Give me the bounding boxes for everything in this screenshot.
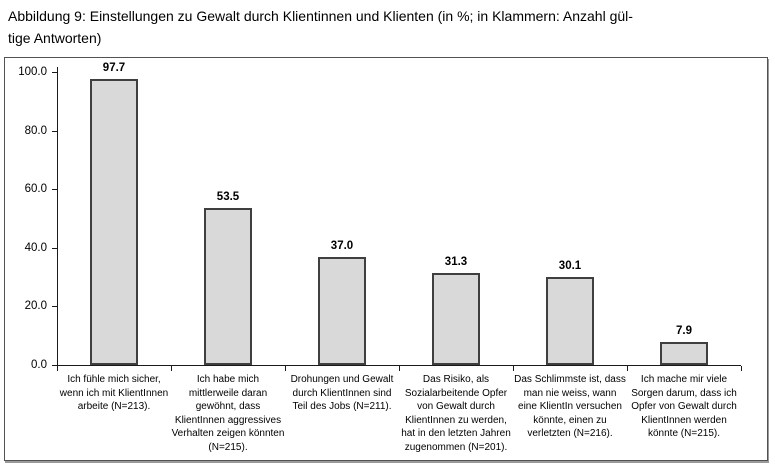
x-axis-line <box>57 365 741 366</box>
bar-2 <box>204 208 252 365</box>
y-axis-tick-label: 60.0 <box>24 183 47 196</box>
x-axis-tick <box>399 366 400 371</box>
figure-caption-line1: Abbildung 9: Einstellungen zu Gewalt dur… <box>8 8 633 24</box>
x-category-label: Das Schlimmste ist, dass man nie weiss, … <box>514 374 626 439</box>
bar-value-label: 97.7 <box>102 61 126 74</box>
x-category-label: Ich fühle mich sicher, wenn ich mit Klie… <box>59 374 169 412</box>
x-axis-tick <box>627 366 628 371</box>
y-axis-tick <box>52 130 57 132</box>
bar-value-label: 30.1 <box>558 259 582 272</box>
y-axis-tick-label: 0.0 <box>31 359 47 371</box>
bar-1 <box>90 78 138 365</box>
y-axis-tick <box>52 306 57 308</box>
chart-frame: 0.0 20.0 40.0 60.0 80.0 100.0 97.7 Ich fühle mi… <box>4 57 768 461</box>
bar-value-label: 37.0 <box>330 239 354 252</box>
x-axis-tick <box>171 366 172 371</box>
bar-value-label: 7.9 <box>676 324 692 337</box>
y-axis-tick-label: 100.0 <box>18 66 47 78</box>
bar-value-label: 31.3 <box>444 256 468 269</box>
x-axis-tick <box>513 366 514 371</box>
bar-3 <box>318 256 366 365</box>
bar-6 <box>660 341 708 365</box>
x-axis-tick <box>285 366 286 371</box>
figure-caption: Abbildung 9: Einstellungen zu Gewalt dur… <box>8 5 768 49</box>
x-category-label: Ich mache mir viele Sorgen darum, dass i… <box>631 374 737 439</box>
y-axis-tick <box>52 72 57 73</box>
y-axis-tick-label: 80.0 <box>24 124 47 137</box>
y-axis-tick <box>52 365 57 366</box>
x-axis-tick <box>741 366 742 371</box>
figure-caption-line2: tige Antworten) <box>8 30 102 46</box>
bar-5 <box>546 276 594 365</box>
y-axis-tick-label: 20.0 <box>24 300 47 313</box>
y-axis-line <box>57 67 58 365</box>
x-axis-tick <box>57 366 58 371</box>
bar-value-label: 53.5 <box>216 191 240 204</box>
y-axis-tick <box>52 189 57 191</box>
y-axis-tick-label: 40.0 <box>24 241 47 254</box>
bar-4 <box>432 273 480 365</box>
y-axis-tick <box>52 247 57 249</box>
x-category-label: Ich habe mich mittlerweile daran gewöhnt… <box>171 374 285 453</box>
x-category-label: Drohungen und Gewalt durch KlientInnen s… <box>290 374 394 412</box>
x-category-label: Das Risiko, als Sozialarbeitende Opfer v… <box>401 374 511 453</box>
